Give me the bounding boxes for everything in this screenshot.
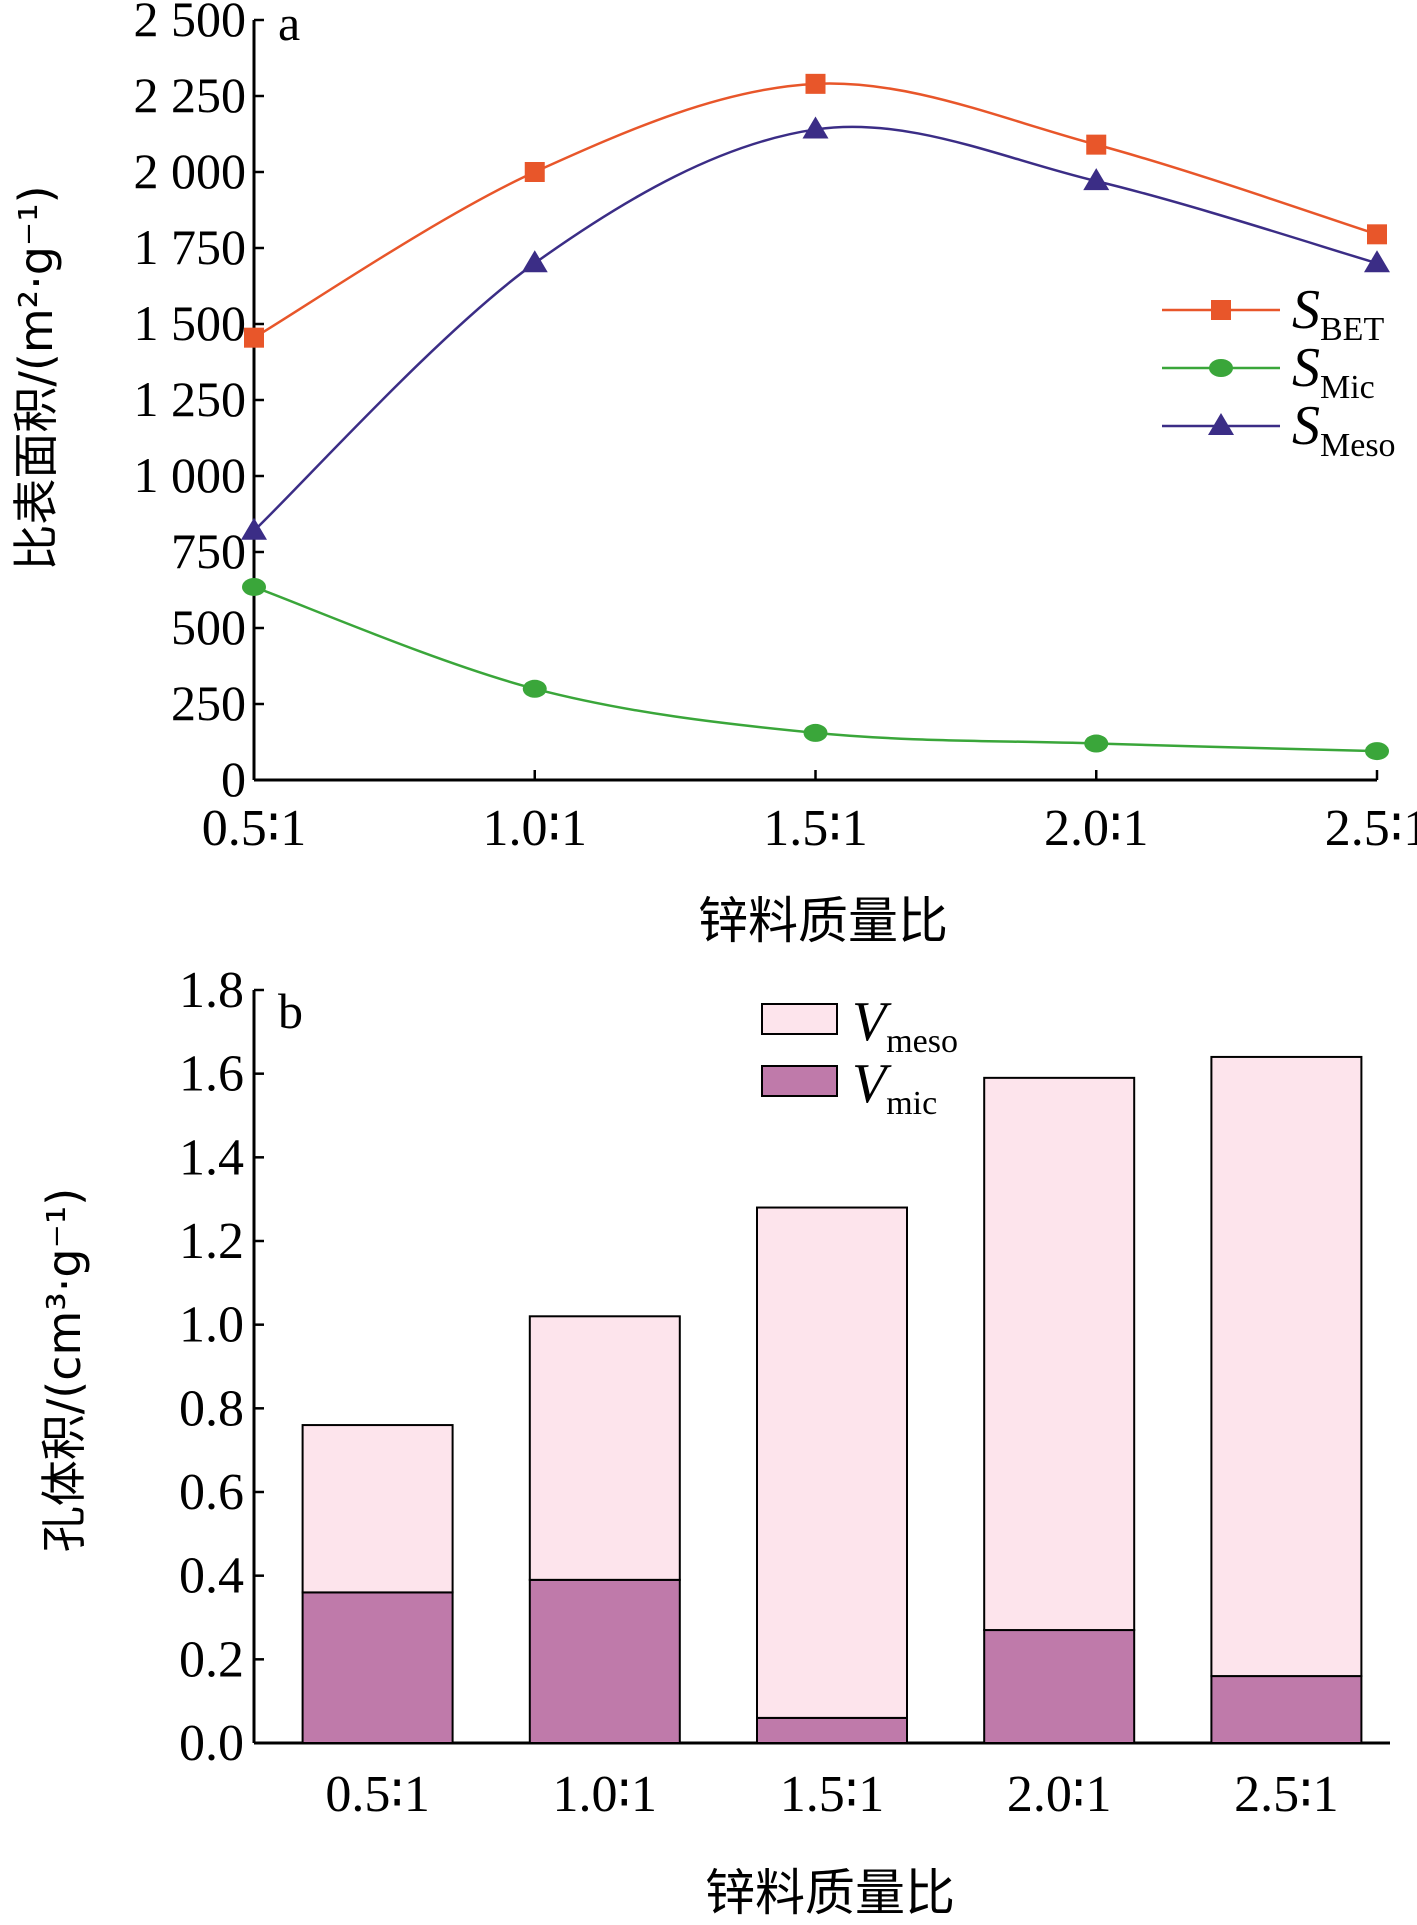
data-point-meso <box>521 250 548 273</box>
y-tick-label-a: 1 250 <box>134 371 247 427</box>
legend-swatch-meso <box>761 1003 838 1035</box>
legend-marker-meso <box>1208 413 1234 435</box>
data-point-bet <box>524 162 545 182</box>
y-tick-label-a: 2 500 <box>134 0 247 47</box>
y-tick-label-b: 0.4 <box>179 1548 244 1605</box>
y-tick-label-a: 500 <box>171 599 246 655</box>
data-point-bet <box>805 73 826 94</box>
data-point-bet <box>1367 224 1387 245</box>
y-tick-label-a: 1 500 <box>134 295 247 351</box>
chart-b: b 孔体积/(cm³·g⁻¹) 锌料质量比 0.0 0.2 0.4 0.6 0.8 1.0… <box>37 962 1390 1922</box>
x-tick-label-a: 1.0∶1 <box>482 800 587 857</box>
y-tick-label-b: 1.0 <box>179 1297 244 1354</box>
data-point-mic <box>242 577 266 596</box>
x-tick-label-a: 0.5∶1 <box>202 800 307 857</box>
y-tick-label-b: 0.0 <box>179 1715 244 1772</box>
legend-swatch-mic <box>761 1065 838 1097</box>
legend-marker-bet <box>1211 300 1231 320</box>
bar-meso-2 <box>756 1206 908 1719</box>
data-point-meso <box>1083 168 1110 191</box>
legend-label: Vmeso <box>852 991 958 1060</box>
y-tick-label-b: 1.4 <box>179 1129 244 1186</box>
x-tick-label-b: 1.5∶1 <box>780 1766 885 1823</box>
x-tick-label-a: 2.0∶1 <box>1044 800 1149 857</box>
axes-a: 0 250 500 750 1 000 1 250 1 500 1 750 2 000 2 250… <box>134 0 1417 857</box>
legend-label-subscript: Mic <box>1320 369 1375 406</box>
bar-mic-1 <box>528 1578 681 1744</box>
data-point-bet <box>244 327 264 348</box>
data-point-meso <box>241 517 267 540</box>
y-tick-label-a: 0 <box>221 751 246 807</box>
data-point-meso <box>802 116 829 139</box>
x-tick-label-a: 2.5∶1 <box>1325 800 1417 857</box>
y-tick-label-a: 2 000 <box>134 143 247 199</box>
x-axis-label-b: 锌料质量比 <box>705 1864 955 1922</box>
x-tick-label-b: 0.5∶1 <box>325 1766 430 1823</box>
y-tick-label-a: 2 250 <box>134 67 247 123</box>
bar-meso-1 <box>528 1315 681 1581</box>
plot-area-a <box>241 73 1390 761</box>
data-point-mic <box>522 679 547 698</box>
y-axis-label-b: 孔体积/(cm³·g⁻¹) <box>37 1188 91 1552</box>
bar-mic-3 <box>983 1629 1136 1745</box>
y-tick-label-b: 0.2 <box>179 1631 244 1688</box>
series-line-meso <box>253 125 1378 532</box>
panel-label-a: a <box>278 0 300 51</box>
y-tick-label-a: 1 750 <box>134 219 247 275</box>
bar-mic-0 <box>301 1591 454 1745</box>
bar-meso-4 <box>1210 1055 1363 1678</box>
legend-marker-mic <box>1209 359 1233 377</box>
bar-meso-0 <box>301 1424 454 1594</box>
y-tick-label-b: 1.6 <box>179 1046 244 1103</box>
data-point-mic <box>1365 742 1389 761</box>
y-tick-label-b: 1.8 <box>179 962 244 1019</box>
legend-label-subscript: BET <box>1320 311 1384 348</box>
axes-b: 0.0 0.2 0.4 0.6 0.8 1.0 1.2 1.4 1.6 1.8 0.5∶1 1.0∶1… <box>179 962 1390 1823</box>
bar-mic-2 <box>756 1716 908 1745</box>
x-tick-label-b: 2.0∶1 <box>1007 1766 1112 1823</box>
y-tick-label-a: 250 <box>171 675 246 731</box>
x-tick-label-b: 1.0∶1 <box>553 1766 658 1823</box>
y-tick-label-b: 0.6 <box>179 1464 244 1521</box>
x-tick-label-a: 1.5∶1 <box>763 800 868 857</box>
data-point-mic <box>1084 734 1109 753</box>
legend-label-subscript: Meso <box>1320 427 1396 464</box>
legend-label-subscript: meso <box>886 1023 958 1060</box>
data-point-mic <box>803 723 828 742</box>
data-point-bet <box>1086 134 1107 155</box>
y-tick-label-b: 0.8 <box>179 1380 244 1437</box>
y-axis-label-a: 比表面积/(m²·g⁻¹) <box>9 185 63 570</box>
bar-mic-4 <box>1210 1675 1363 1744</box>
y-tick-label-b: 1.2 <box>179 1213 244 1270</box>
x-axis-label-a: 锌料质量比 <box>698 892 948 950</box>
data-point-meso <box>1364 250 1390 273</box>
chart-a: a 比表面积/(m²·g⁻¹) 锌料质量比 0 250 500 750 1 000 1 2… <box>9 0 1417 950</box>
legend-label-subscript: mic <box>886 1085 937 1122</box>
y-tick-label-a: 750 <box>171 523 246 579</box>
legend-label: Vmic <box>852 1053 937 1122</box>
plot-area-b <box>301 1055 1363 1745</box>
x-tick-label-b: 2.5∶1 <box>1234 1766 1339 1823</box>
panel-label-b: b <box>278 983 303 1039</box>
y-tick-label-a: 1 000 <box>134 447 247 503</box>
bar-meso-3 <box>983 1076 1136 1632</box>
